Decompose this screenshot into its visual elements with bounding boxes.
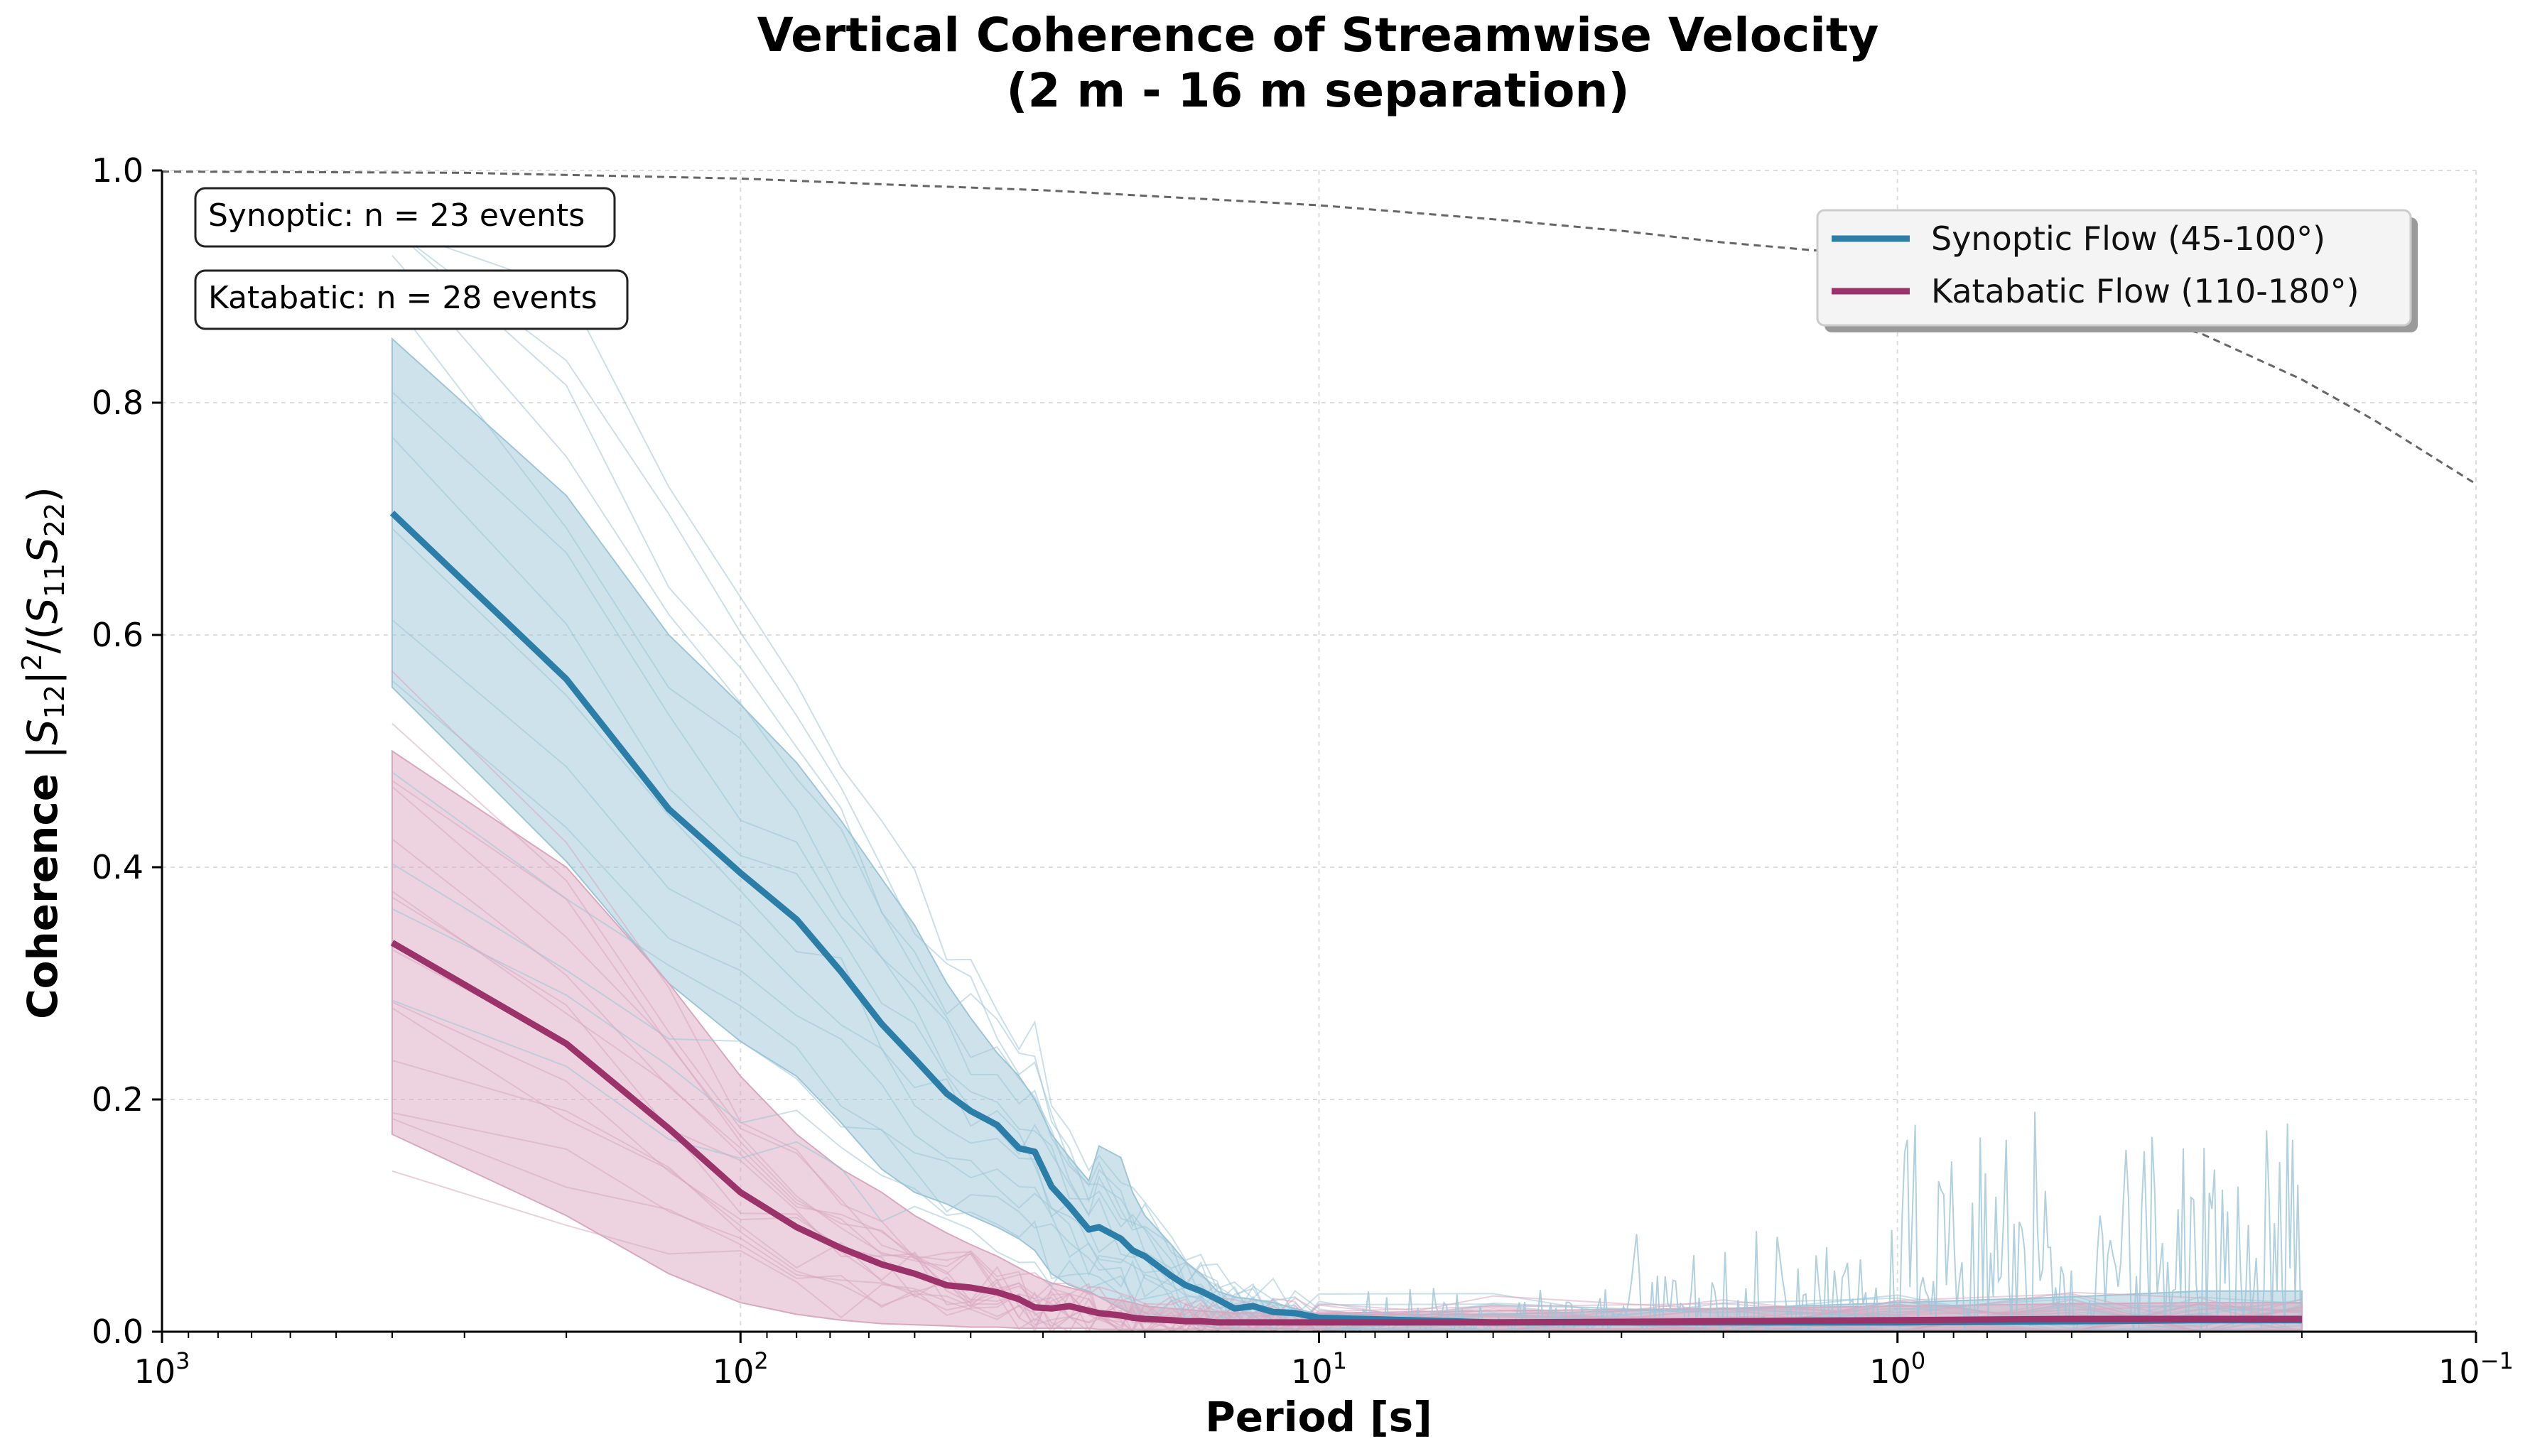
x-tick-label: 103 — [134, 1347, 190, 1391]
y-tick-label: 0.6 — [92, 616, 144, 654]
annotation-synoptic-count: Synoptic: n = 23 events — [194, 187, 616, 248]
legend-label-synoptic: Synoptic Flow (45-100°) — [1931, 219, 2325, 258]
event-trace-synoptic — [391, 863, 2303, 1333]
x-axis-ticks: 103 102 101 100 10−1 — [134, 1332, 2514, 1391]
event-trace-katabatic — [391, 723, 2303, 1333]
x-axis-label: Period [s] — [1205, 1393, 1432, 1441]
legend-label-katabatic: Katabatic Flow (110-180°) — [1931, 272, 2359, 310]
y-axis-label: Coherence |S12|2/(S11S22) — [16, 487, 70, 1019]
reference-dashed-line — [161, 170, 2477, 485]
x-tick-label: 102 — [713, 1347, 769, 1391]
y-tick-label: 0.8 — [92, 384, 144, 422]
y-tick-label: 1.0 — [92, 151, 144, 190]
x-tick-label: 100 — [1869, 1347, 1925, 1391]
event-trace-synoptic — [391, 680, 2302, 1332]
y-tick-label: 0.0 — [92, 1313, 144, 1351]
event-trace-katabatic — [391, 891, 2302, 1333]
y-axis-ticks: 0.0 0.2 0.4 0.6 0.8 1.0 — [92, 151, 162, 1351]
chart-subtitle: (2 m - 16 m separation) — [1006, 63, 1629, 118]
mean-lines — [161, 170, 2477, 1326]
chart-title: Vertical Coherence of Streamwise Velocit… — [757, 8, 1879, 63]
y-tick-label: 0.4 — [92, 848, 144, 886]
annotation-synoptic-text: Synoptic: n = 23 events — [208, 197, 585, 234]
legend: Synoptic Flow (45-100°) Katabatic Flow (… — [1816, 209, 2418, 332]
legend-box — [1816, 209, 2412, 327]
event-trace-synoptic — [391, 771, 2303, 1333]
x-tick-label: 101 — [1291, 1347, 1347, 1391]
annotation-katabatic-count: Katabatic: n = 28 events — [194, 269, 629, 330]
mean-line-katabatic — [390, 940, 2302, 1326]
x-tick-label: 10−1 — [2438, 1347, 2514, 1391]
event-trace-synoptic — [391, 227, 2302, 1333]
event-trace-katabatic — [391, 838, 2303, 1333]
annotation-katabatic-text: Katabatic: n = 28 events — [208, 280, 598, 316]
y-tick-label: 0.2 — [92, 1080, 144, 1119]
